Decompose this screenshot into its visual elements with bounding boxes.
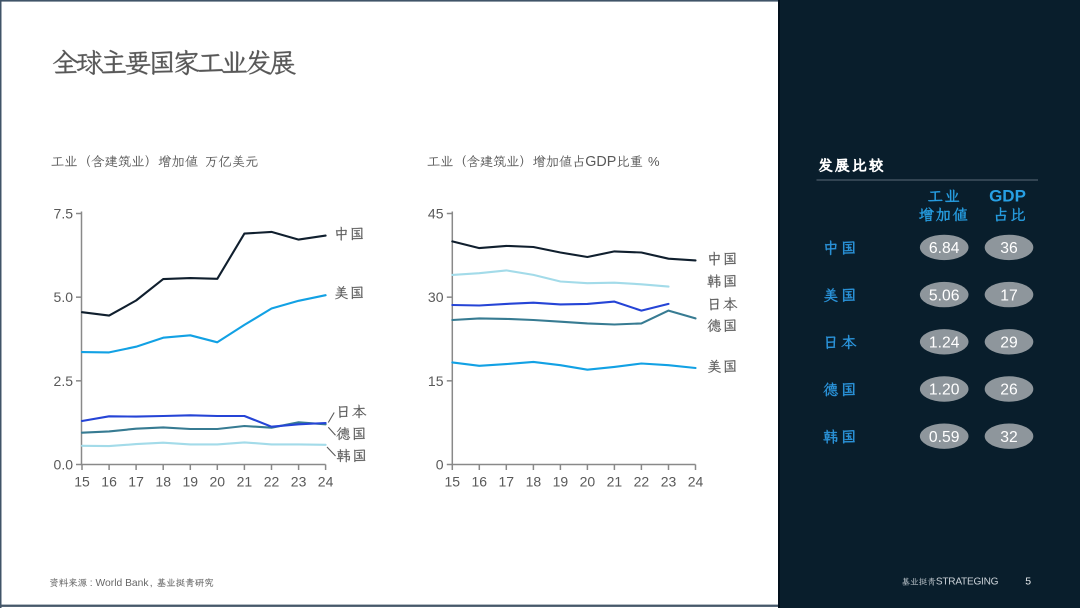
svg-text:30: 30 — [428, 289, 444, 305]
svg-text:20: 20 — [580, 474, 596, 490]
svg-text:1.24: 1.24 — [929, 335, 960, 352]
svg-text::: : — [90, 578, 93, 589]
svg-text:22: 22 — [634, 474, 650, 490]
svg-text:16: 16 — [101, 474, 117, 490]
svg-text:1.20: 1.20 — [929, 382, 960, 399]
svg-text:24: 24 — [318, 474, 334, 490]
svg-text:19: 19 — [553, 474, 569, 490]
svg-text:17: 17 — [128, 474, 144, 490]
svg-text:15: 15 — [428, 373, 444, 389]
svg-text:23: 23 — [291, 474, 307, 490]
svg-text:18: 18 — [155, 474, 171, 490]
svg-text:GDP: GDP — [585, 154, 616, 170]
svg-text:21: 21 — [237, 474, 253, 490]
svg-text:45: 45 — [428, 206, 444, 222]
svg-text:0: 0 — [436, 457, 444, 473]
svg-text:24: 24 — [688, 474, 704, 490]
svg-text:17: 17 — [1000, 287, 1017, 304]
svg-text:%: % — [648, 154, 660, 169]
svg-text:5: 5 — [1025, 576, 1031, 588]
svg-text:18: 18 — [526, 474, 542, 490]
svg-text:16: 16 — [472, 474, 488, 490]
svg-text:29: 29 — [1000, 335, 1017, 352]
svg-text:5.06: 5.06 — [929, 287, 960, 304]
svg-text:26: 26 — [1000, 382, 1018, 399]
svg-text:15: 15 — [74, 474, 90, 490]
svg-text:32: 32 — [1000, 429, 1017, 446]
svg-text:0.0: 0.0 — [54, 457, 74, 473]
svg-text:5.0: 5.0 — [54, 289, 74, 305]
svg-text:,: , — [150, 578, 153, 589]
svg-text:20: 20 — [210, 474, 226, 490]
svg-text:STRATEGING: STRATEGING — [936, 577, 999, 588]
svg-text:21: 21 — [607, 474, 623, 490]
svg-text:2.5: 2.5 — [54, 373, 74, 389]
svg-text:19: 19 — [183, 474, 199, 490]
svg-text:GDP: GDP — [989, 187, 1026, 206]
svg-text:36: 36 — [1000, 240, 1018, 257]
svg-text:22: 22 — [264, 474, 280, 490]
svg-text:23: 23 — [661, 474, 677, 490]
svg-text:7.5: 7.5 — [54, 206, 74, 222]
svg-text:15: 15 — [445, 474, 461, 490]
svg-text:0.59: 0.59 — [929, 429, 960, 446]
svg-text:17: 17 — [499, 474, 515, 490]
svg-text:World Bank: World Bank — [96, 578, 150, 589]
svg-text:6.84: 6.84 — [929, 240, 960, 257]
